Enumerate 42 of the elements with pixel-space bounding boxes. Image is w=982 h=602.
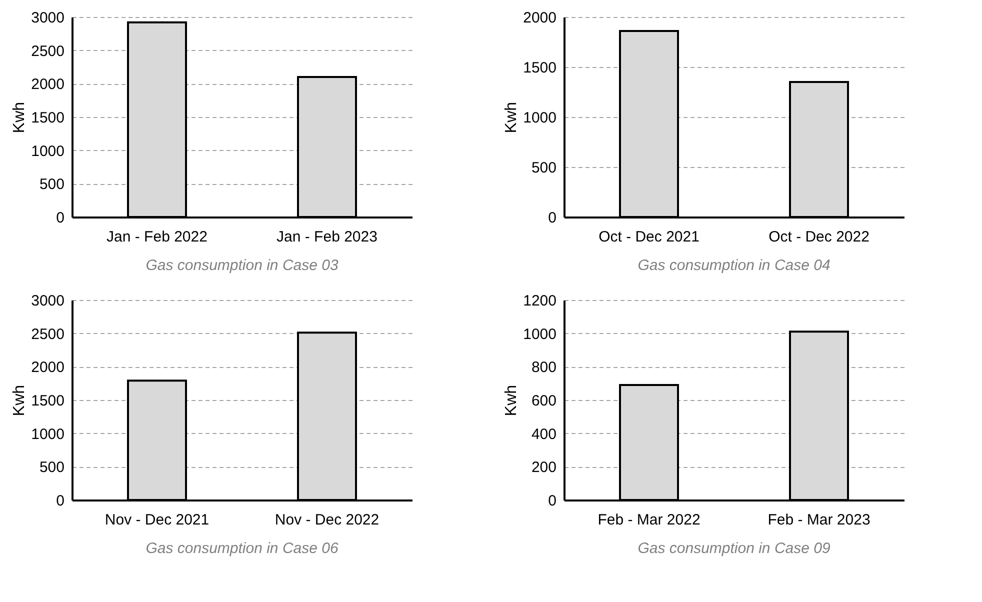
x-tick-label: Feb - Mar 2023 [768,512,870,528]
y-tick-label: 1500 [523,60,556,76]
y-tick-label: 600 [531,392,556,410]
text: Gas consumption in Case 06 [146,540,339,557]
x-tick-label: Nov - Dec 2022 [274,512,380,528]
y-tick-label: 3000 [31,292,64,310]
y-tick-label: 3000 [31,10,64,26]
y-tick-label: 500 [531,160,556,176]
y-axis-title: Kwh [503,102,520,134]
y-tick-label: 1000 [31,426,64,443]
x-tick-label: Oct - Dec 2021 [598,228,700,246]
text: Gas consumption in Case 09 [638,540,831,557]
y-tick-label: 1500 [31,392,64,410]
y-tick-label: 0 [56,492,64,510]
y-tick-label: 0 [56,210,64,226]
x-tick-label: Jan - Feb 2022 [106,228,208,246]
y-axis-title: Kwh [503,384,520,416]
y-tick-label: 1200 [523,292,556,310]
y-tick-label: 1000 [523,110,556,126]
y-tick-label: 500 [39,176,64,194]
y-tick-label: 200 [531,459,556,476]
y-tick-label: 2000 [31,359,64,376]
y-tick-label: 1000 [523,326,556,343]
x-tick-label: Nov - Dec 2021 [104,512,210,528]
y-tick-label: 1500 [31,110,64,126]
x-tick-label: Oct - Dec 2022 [768,228,870,246]
y-axis-title: Kwh [11,102,28,134]
text: Gas consumption in Case 04 [638,257,830,274]
y-tick-label: 400 [531,426,556,443]
text: Gas consumption in Case 03 [146,257,339,274]
y-tick-label: 2000 [523,10,556,26]
y-tick-label: 500 [39,459,64,476]
x-tick-label: Feb - Mar 2022 [598,512,700,528]
y-tick-label: 2500 [31,326,64,343]
y-tick-label: 0 [548,492,556,510]
y-tick-label: 1000 [31,142,64,160]
y-tick-label: 2000 [31,76,64,94]
y-axis-title: Kwh [11,384,28,416]
x-tick-label: Jan - Feb 2023 [276,228,378,246]
y-tick-label: 800 [531,359,556,376]
y-tick-label: 0 [548,210,556,226]
y-tick-label: 2500 [31,42,64,60]
